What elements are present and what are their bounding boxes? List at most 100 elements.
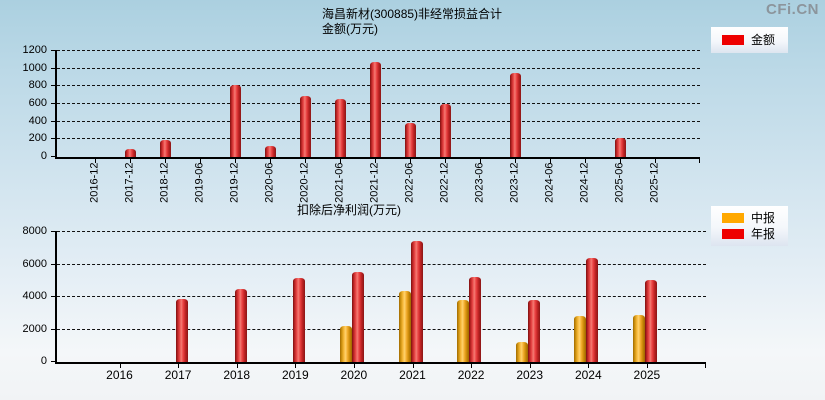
y-axis-tick [51, 50, 57, 51]
bar-年报-2025 [644, 280, 657, 362]
y-axis-label: 8000 [22, 225, 47, 237]
x-axis-tick [588, 364, 590, 368]
x-axis-tick [353, 364, 355, 368]
x-axis [55, 362, 706, 364]
x-axis-tick [200, 159, 201, 163]
x-axis-tick [375, 159, 376, 163]
x-axis-tick [165, 159, 166, 163]
legend-swatch-interim [722, 213, 744, 223]
x-axis [55, 157, 700, 159]
gridline [57, 296, 706, 297]
bar-年报-2024 [586, 258, 599, 362]
bar-中报-2021 [398, 291, 411, 362]
x-axis-tick [130, 159, 131, 163]
y-axis-tick [51, 263, 57, 265]
x-axis-tick [655, 159, 656, 163]
x-axis-label: 2020 [340, 368, 368, 382]
bar-中报-2025 [632, 315, 645, 362]
bar-中报-2020 [339, 326, 352, 362]
x-axis-end-tick [699, 159, 700, 163]
legend-swatch-amount [722, 35, 744, 45]
legend-item-annual: 年报 [711, 226, 788, 241]
y-axis [55, 51, 57, 159]
y-axis-label: 600 [28, 97, 47, 109]
cfi-logo: CFi.CN [766, 1, 819, 18]
y-axis-label: 6000 [22, 257, 47, 270]
x-axis-tick [270, 159, 271, 163]
bar-年报-2019 [293, 278, 306, 362]
bar-金额-2022-06 [405, 123, 416, 157]
y-axis-label: 4000 [22, 290, 47, 302]
y-axis-tick [51, 138, 57, 140]
bar-年报-2023 [527, 300, 540, 362]
x-axis-tick [95, 159, 96, 163]
y-axis-tick [51, 231, 57, 232]
x-axis-tick [529, 364, 531, 368]
x-axis-tick [412, 364, 414, 368]
y-axis-label: 200 [28, 132, 47, 145]
legend-label-annual: 年报 [751, 226, 776, 241]
x-axis-label: 2018 [223, 368, 251, 382]
x-axis-tick [305, 159, 306, 163]
top-chart-title: 海昌新材(300885)非经常损益合计 [322, 7, 503, 21]
x-axis-end-tick [705, 364, 706, 368]
gridline [57, 50, 700, 51]
y-axis-tick [51, 296, 57, 297]
y-axis [55, 232, 57, 364]
x-axis-tick [445, 159, 446, 163]
bar-年报-2017 [176, 299, 189, 362]
bar-金额-2020-06 [265, 146, 276, 157]
x-axis-tick [119, 364, 121, 368]
gridline [57, 263, 706, 265]
legend-swatch-annual [722, 229, 744, 239]
y-axis-label: 1200 [22, 44, 47, 56]
y-axis-tick [51, 120, 57, 122]
x-axis-tick [235, 159, 236, 163]
y-axis-tick [51, 67, 57, 69]
y-axis-label: 1000 [22, 61, 47, 74]
x-axis-label: 2024 [574, 368, 602, 382]
x-axis-tick [178, 364, 180, 368]
x-axis-label: 2017 [164, 368, 192, 382]
y-axis-tick [51, 156, 57, 157]
x-axis-tick [471, 364, 473, 368]
y-axis-label: 2000 [22, 322, 47, 335]
x-axis-tick [620, 159, 621, 163]
gridline [57, 231, 706, 232]
bar-年报-2021 [410, 241, 423, 362]
gridline [57, 328, 706, 330]
bar-金额-2022-12 [440, 104, 451, 157]
bar-金额-2017-12 [125, 149, 136, 157]
bar-年报-2022 [469, 277, 482, 362]
top-chart-title-block: 海昌新材(300885)非经常损益合计 金额(万元) [322, 7, 502, 37]
bottom-chart-legend: 中报 年报 [711, 206, 788, 246]
bar-金额-2018-12 [160, 140, 171, 157]
x-axis-tick [410, 159, 411, 163]
bar-中报-2024 [574, 316, 587, 362]
x-axis-tick [550, 159, 551, 163]
x-axis-label: 2023 [516, 368, 544, 382]
bottom-chart-title: 扣除后净利润(万元) [297, 203, 401, 217]
y-axis-label: 0 [40, 150, 47, 162]
bar-金额-2020-12 [300, 96, 311, 157]
y-axis-label: 800 [28, 79, 47, 92]
bar-金额-2019-12 [230, 85, 241, 157]
x-axis-tick [480, 159, 481, 163]
x-axis-tick [340, 159, 341, 163]
top-chart-legend: 金额 [711, 27, 788, 53]
x-axis-tick [295, 364, 297, 368]
top-chart-subtitle: 金额(万元) [322, 22, 378, 36]
bar-金额-2023-12 [510, 73, 521, 157]
x-axis-label: 2025 [633, 368, 661, 382]
legend-item-interim: 中报 [711, 211, 788, 225]
bar-金额-2025-06 [615, 138, 626, 157]
x-axis-tick [646, 364, 648, 368]
bar-年报-2020 [351, 272, 364, 362]
y-axis-label: 400 [28, 114, 47, 127]
bar-中报-2023 [515, 342, 528, 362]
y-axis-tick [51, 103, 57, 104]
x-axis-tick [515, 159, 516, 163]
